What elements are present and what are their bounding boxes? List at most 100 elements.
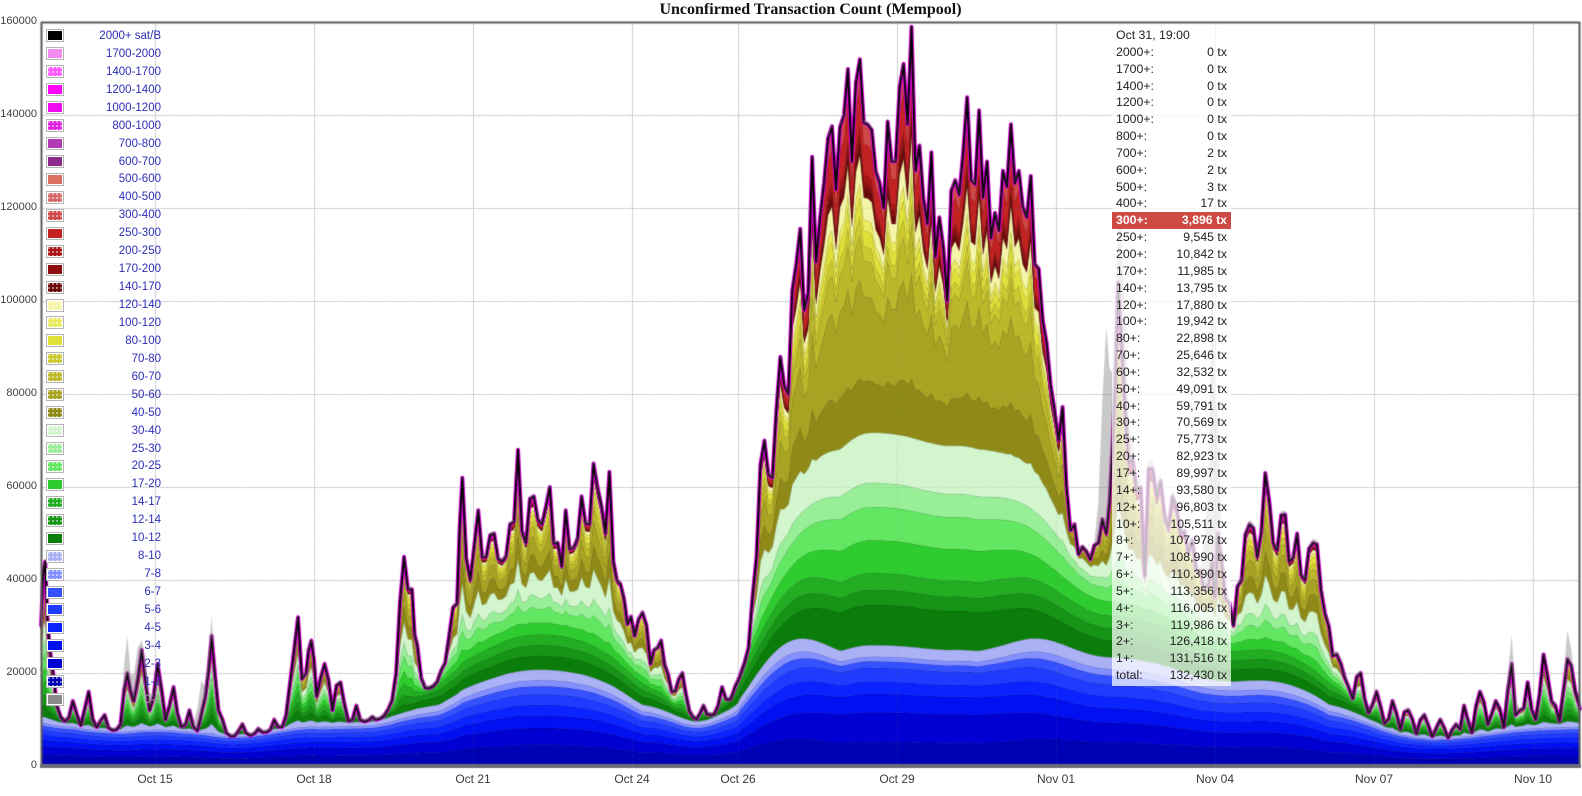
legend-label: 100-120	[118, 316, 161, 329]
legend-item: 80-100	[46, 332, 161, 350]
tooltip-row: 120+: 17,880 tx	[1116, 297, 1227, 314]
tooltip-row-label: 2+:	[1116, 634, 1134, 649]
legend-item: 5-6	[46, 601, 161, 619]
legend-swatch-icon	[46, 693, 64, 707]
legend-swatch-icon	[46, 244, 64, 258]
legend-label: 10-12	[131, 532, 161, 545]
legend-label: 40-50	[131, 406, 161, 419]
tooltip-row: 20+: 82,923 tx	[1116, 448, 1227, 465]
legend-item: 200-250	[46, 242, 161, 260]
legend-item: 250-300	[46, 224, 161, 242]
legend-label: 1400-1700	[106, 65, 161, 78]
legend-swatch-icon	[46, 549, 64, 563]
legend-label: 170-200	[118, 263, 161, 276]
tooltip-row-label: 5+:	[1116, 583, 1134, 598]
tooltip-row-label: 17+:	[1116, 465, 1141, 480]
legend-label: 5-6	[144, 603, 161, 616]
y-tick-label: 0	[30, 759, 37, 771]
tooltip-row-value: 13,795 tx	[1176, 280, 1227, 295]
legend-swatch-icon	[46, 352, 64, 366]
tooltip-row: 50+: 49,091 tx	[1116, 381, 1227, 398]
tooltip-row-value: 0 tx	[1207, 95, 1227, 110]
tooltip-row-value: 9,545 tx	[1183, 230, 1227, 245]
legend-label: 7-8	[144, 568, 161, 581]
tooltip-row-label: 25+:	[1116, 432, 1141, 447]
tooltip-row-label: 8+:	[1116, 533, 1134, 548]
tooltip-row-value: 108,990 tx	[1169, 550, 1227, 565]
x-tick-label: Nov 01	[1036, 772, 1076, 786]
legend-label: 1-2	[144, 675, 161, 688]
legend-label: 2-3	[144, 657, 161, 670]
tooltip-row-label: 60+:	[1116, 364, 1141, 379]
tooltip-row: 12+: 96,803 tx	[1116, 499, 1227, 516]
y-tick-label: 140000	[0, 108, 37, 120]
legend-swatch-icon	[46, 119, 64, 133]
tooltip-row-value: 75,773 tx	[1176, 432, 1227, 447]
legend-item: 7-8	[46, 565, 161, 583]
tooltip-row-value: 59,791 tx	[1176, 398, 1227, 413]
legend-item: 6-7	[46, 583, 161, 601]
legend-swatch-icon	[46, 334, 64, 348]
x-tick-label: Oct 24	[614, 772, 650, 786]
y-tick-label: 120000	[0, 201, 37, 213]
legend-swatch-icon	[46, 513, 64, 527]
x-tick-label: Nov 07	[1354, 772, 1394, 786]
legend-item: 700-800	[46, 135, 161, 153]
tooltip-row: 600+: 2 tx	[1116, 162, 1227, 179]
y-tick-label: 60000	[6, 480, 37, 492]
tooltip-row-label: 600+:	[1116, 162, 1148, 177]
tooltip-row: 2000+: 0 tx	[1116, 44, 1227, 61]
legend-item: 60-70	[46, 368, 161, 386]
legend-label: 120-140	[118, 299, 161, 312]
tooltip-row-label: 1+:	[1116, 651, 1134, 666]
tooltip-row-value: 107,978 tx	[1169, 533, 1227, 548]
tooltip-row-value: 19,942 tx	[1176, 314, 1227, 329]
legend-item: 600-700	[46, 153, 161, 171]
tooltip-row-label: 1000+:	[1116, 112, 1154, 127]
tooltip-row: 400+: 17 tx	[1116, 195, 1227, 212]
legend-label: 600-700	[118, 155, 161, 168]
tooltip-row-highlighted: 300+: 3,896 tx	[1112, 212, 1231, 230]
tooltip-row: 70+: 25,646 tx	[1116, 347, 1227, 364]
legend-item: 40-50	[46, 404, 161, 422]
tooltip-row-label: 250+:	[1116, 230, 1148, 245]
legend-item: 2000+ sat/B	[46, 27, 161, 45]
legend-swatch-icon	[46, 190, 64, 204]
legend-swatch-icon	[46, 137, 64, 151]
tooltip-row-value: 10,842 tx	[1176, 247, 1227, 262]
legend-label: 12-14	[131, 514, 161, 527]
legend-item: 25-30	[46, 440, 161, 458]
legend-item: 400-500	[46, 188, 161, 206]
legend-swatch-icon	[46, 442, 64, 456]
tooltip-row-value: 2 tx	[1207, 145, 1227, 160]
tooltip-row-value: 132,430 tx	[1169, 668, 1227, 683]
legend-label: 1200-1400	[106, 83, 161, 96]
legend-item: 2-3	[46, 655, 161, 673]
legend-label: 800-1000	[112, 119, 161, 132]
fee-band-legend: 2000+ sat/B 1700-2000 1400-1700 1200-1400 10…	[46, 27, 161, 709]
legend-swatch-icon	[46, 459, 64, 473]
legend-label: 4-5	[144, 621, 161, 634]
tooltip-row-value: 17 tx	[1200, 196, 1227, 211]
tooltip-row: 4+: 116,005 tx	[1116, 600, 1227, 617]
tooltip-row-value: 49,091 tx	[1176, 381, 1227, 396]
legend-swatch-icon	[46, 226, 64, 240]
tooltip-row: 30+: 70,569 tx	[1116, 414, 1227, 431]
legend-item: 10-12	[46, 529, 161, 547]
tooltip-row: 1200+: 0 tx	[1116, 94, 1227, 111]
legend-swatch-icon	[46, 316, 64, 330]
legend-item: 120-140	[46, 296, 161, 314]
tooltip-row: 40+: 59,791 tx	[1116, 398, 1227, 415]
legend-item: 500-600	[46, 171, 161, 189]
legend-swatch-icon	[46, 101, 64, 115]
tooltip-row: 500+: 3 tx	[1116, 179, 1227, 196]
legend-label: 6-7	[144, 586, 161, 599]
tooltip-row-label: 500+:	[1116, 179, 1148, 194]
tooltip-row-value: 17,880 tx	[1176, 297, 1227, 312]
tooltip-row-label: 7+:	[1116, 550, 1134, 565]
legend-swatch-icon	[46, 47, 64, 61]
tooltip-row: 800+: 0 tx	[1116, 128, 1227, 145]
legend-label: 400-500	[118, 191, 161, 204]
